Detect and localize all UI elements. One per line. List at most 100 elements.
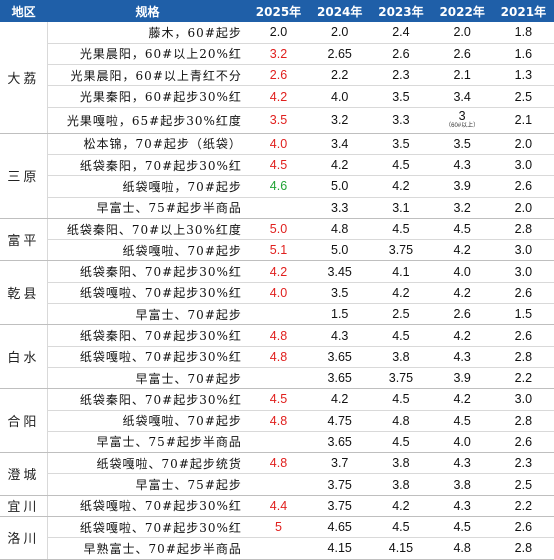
- value-2023: 4.8: [370, 410, 432, 432]
- header-2022: 2022年: [431, 0, 493, 22]
- value-2025: 4.8: [247, 324, 310, 347]
- value-2022: 4.2: [431, 239, 493, 262]
- header-row: 地区 规格 2025年 2024年 2023年 2022年 2021年: [0, 0, 554, 22]
- table-row: 纸袋嘎啦、70#起步 5.1 5.0 3.75 4.2 3.0: [0, 239, 554, 262]
- value-2023: 4.2: [370, 282, 432, 305]
- header-2023: 2023年: [370, 0, 432, 22]
- spec-cell: 纸袋秦阳、70#起步30%红: [47, 260, 248, 283]
- value-2024: 3.7: [309, 452, 371, 475]
- spec-cell: 纸袋嘎啦、70#起步30%红: [47, 346, 248, 368]
- spec-cell: 松本锦，70#起步（纸袋）: [47, 133, 248, 155]
- spec-cell: 纸袋嘎啦，70#起步: [47, 175, 248, 198]
- value-2025: 4.8: [247, 346, 310, 368]
- value-2022: 3 （60#以上）: [431, 107, 493, 134]
- value-2021: 2.8: [492, 346, 554, 368]
- value-2024: 4.65: [309, 516, 371, 539]
- value-2024: 3.75: [309, 473, 371, 496]
- spec-cell: 纸袋秦阳、70#起步30%红: [47, 324, 248, 347]
- table-row: 宜川 纸袋嘎啦、70#起步30%红 4.4 3.75 4.2 4.3 2.2: [0, 495, 554, 518]
- value-2021: 1.8: [492, 22, 554, 44]
- table-row: 洛川 纸袋嘎啦、70#起步30%红 5 4.65 4.5 4.5 2.6: [0, 516, 554, 560]
- value-2021: 2.0: [492, 133, 554, 155]
- value-2023: 4.2: [370, 175, 432, 198]
- table-row: 大荔 藤木，60#起步 2.0 2.0 2.4 2.0 1.8: [0, 22, 554, 134]
- value-2021: 3.0: [492, 239, 554, 262]
- spec-cell: 光果晨阳，60#以上青红不分: [47, 64, 248, 87]
- region-cell: 富平: [0, 218, 48, 262]
- value-2025: 3.5: [247, 107, 310, 134]
- value-2023: 4.15: [370, 537, 432, 560]
- value-2021: 1.3: [492, 64, 554, 87]
- value-2025: 2.6: [247, 64, 310, 87]
- value-2021: 2.6: [492, 324, 554, 347]
- value-2022: 4.5: [431, 516, 493, 539]
- value-2022: 2.1: [431, 64, 493, 87]
- table-row: 合阳 纸袋秦阳、70#起步30%红 4.5 4.2 4.5 4.2 3.0: [0, 388, 554, 454]
- value-2021: 3.0: [492, 388, 554, 411]
- value-2022: 3.4: [431, 85, 493, 108]
- value-2025: 4.2: [247, 85, 310, 108]
- value-2022: 4.2: [431, 324, 493, 347]
- value-2021: 2.2: [492, 495, 554, 518]
- value-2021: 1.6: [492, 43, 554, 66]
- table-row: 纸袋嘎啦、70#起步30%红 4.8 3.65 3.8 4.3 2.8: [0, 346, 554, 368]
- value-2025: 4.2: [247, 260, 310, 283]
- value-2025: [247, 431, 310, 454]
- value-2025: 4.8: [247, 410, 310, 432]
- value-2025: [247, 303, 310, 326]
- table-row: 三原 松本锦，70#起步（纸袋） 4.0 3.4 3.5 3.5 2.0: [0, 133, 554, 219]
- value-2025: 4.4: [247, 495, 310, 518]
- value-2025: [247, 367, 310, 390]
- region-cell: 澄城: [0, 452, 48, 496]
- table-row: 富平 纸袋秦阳、70#以上30%红度 5.0 4.8 4.5 4.5 2.8: [0, 218, 554, 262]
- value-2021: 2.6: [492, 431, 554, 454]
- value-2024: 4.2: [309, 154, 371, 177]
- value-2023: 2.4: [370, 22, 432, 44]
- header-spec: 规格: [47, 0, 248, 22]
- value-2022: 3.2: [431, 197, 493, 219]
- value-2023: 2.3: [370, 64, 432, 87]
- value-2024: 3.65: [309, 431, 371, 454]
- table-row: 光果晨阳，60#以上20%红 3.2 2.65 2.6 2.6 1.6: [0, 43, 554, 66]
- value-2022-main: 3: [458, 109, 466, 124]
- value-2023: 2.5: [370, 303, 432, 326]
- value-2022: 4.0: [431, 260, 493, 283]
- value-2023: 4.5: [370, 388, 432, 411]
- table-row: 早熟富士、70#起步半商品 4.15 4.15 4.8 2.8: [0, 537, 554, 560]
- value-2024: 2.65: [309, 43, 371, 66]
- header-2025: 2025年: [247, 0, 310, 22]
- value-2021: 2.6: [492, 282, 554, 305]
- table-row: 光果嘎啦，65#起步30%红度 3.5 3.2 3.3 3 （60#以上） 2.1: [0, 107, 554, 134]
- value-2022: 3.9: [431, 367, 493, 390]
- spec-cell: 纸袋嘎啦、70#起步30%红: [47, 495, 248, 518]
- value-2023: 4.1: [370, 260, 432, 283]
- spec-cell: 光果秦阳，60#起步30%红: [47, 85, 248, 108]
- header-2021: 2021年: [492, 0, 554, 22]
- value-2025: [247, 197, 310, 219]
- value-2024: 5.0: [309, 239, 371, 262]
- value-2023: 4.5: [370, 516, 432, 539]
- spec-cell: 纸袋秦阳、70#起步30%红: [47, 388, 248, 411]
- value-2024: 3.75: [309, 495, 371, 518]
- spec-cell: 藤木，60#起步: [47, 22, 248, 44]
- table-row: 纸袋秦阳，70#起步30%红 4.5 4.2 4.5 4.3 3.0: [0, 154, 554, 177]
- table-row: 早富士、75#起步半商品 3.3 3.1 3.2 2.0: [0, 197, 554, 219]
- value-2023: 3.5: [370, 85, 432, 108]
- value-2024: 3.65: [309, 367, 371, 390]
- table-row: 白水 纸袋秦阳、70#起步30%红 4.8 4.3 4.5 4.2 2.6: [0, 324, 554, 390]
- value-2024: 4.8: [309, 218, 371, 241]
- value-2022: 4.0: [431, 431, 493, 454]
- value-2021: 1.5: [492, 303, 554, 326]
- value-2024: 3.3: [309, 197, 371, 219]
- value-2025: 3.2: [247, 43, 310, 66]
- region-cell: 三原: [0, 133, 48, 219]
- table-row: 澄城 纸袋嘎啦、70#起步统货 4.8 3.7 3.8 4.3 2.3: [0, 452, 554, 496]
- value-2023: 4.2: [370, 495, 432, 518]
- value-2021: 2.8: [492, 537, 554, 560]
- value-2025: 4.0: [247, 133, 310, 155]
- value-2021: 2.5: [492, 85, 554, 108]
- value-2022: 2.0: [431, 22, 493, 44]
- table-row: 纸袋嘎啦、70#起步30%红 4.0 3.5 4.2 4.2 2.6: [0, 282, 554, 305]
- spec-cell: 早富士、75#起步半商品: [47, 431, 248, 454]
- value-2021: 2.8: [492, 410, 554, 432]
